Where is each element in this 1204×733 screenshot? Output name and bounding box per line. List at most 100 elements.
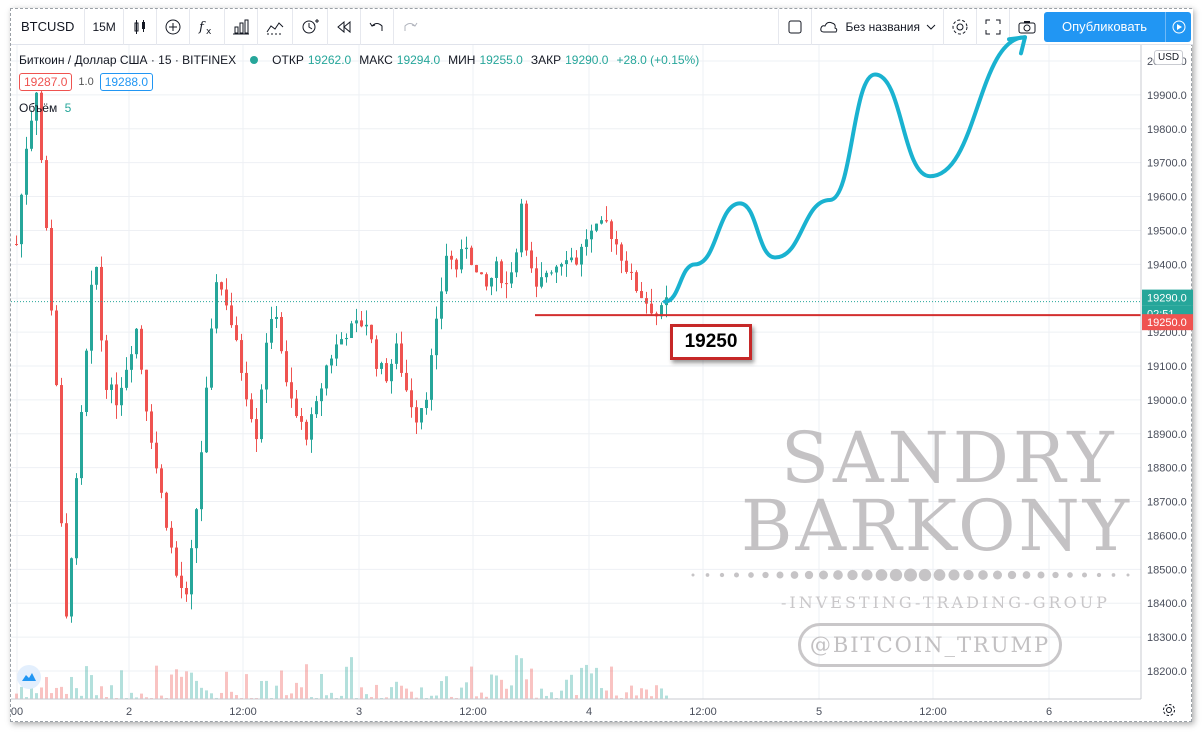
candle-body: [115, 384, 118, 406]
volume-bar: [290, 693, 293, 699]
volume-bar: [420, 687, 423, 699]
volume-bar: [465, 682, 468, 699]
fullscreen-icon[interactable]: [977, 8, 1010, 45]
volume-bar: [550, 692, 553, 699]
candle-body: [155, 442, 158, 469]
time-axis[interactable]: 00 2 12:00 3 12:00 4 12:00 5 12:00 6: [11, 698, 1141, 718]
volume-bar: [480, 692, 483, 699]
volume-bar: [650, 696, 653, 699]
candle-body: [295, 398, 298, 417]
candle-body: [370, 324, 373, 340]
candle-body: [410, 390, 413, 408]
snapshot-camera-icon[interactable]: [1010, 9, 1044, 45]
time-tick-label: 12:00: [459, 706, 487, 718]
scale-settings-gear-icon[interactable]: [1162, 703, 1176, 722]
volume-bar: [190, 672, 193, 699]
financials-icon[interactable]: [225, 8, 258, 45]
candle-body: [305, 421, 308, 440]
symbol-search[interactable]: BTCUSD: [11, 8, 86, 45]
watermark-dot: [804, 570, 814, 580]
price-chart[interactable]: 18200.0 18300.0 18400.0 18500.0 18600.0 18700…: [11, 9, 1193, 723]
candle-body: [415, 407, 418, 423]
volume-bar: [640, 688, 643, 699]
replay-icon[interactable]: [328, 8, 361, 45]
spread-value: 1.0: [78, 76, 94, 88]
volume-bar: [345, 666, 348, 699]
volume-bar: [110, 685, 113, 699]
volume-bar: [30, 685, 33, 699]
volume-bar: [445, 676, 448, 699]
candle-body: [60, 385, 63, 524]
volume-bar: [155, 665, 158, 699]
settings-gear-icon[interactable]: [944, 8, 977, 45]
buy-price-button[interactable]: 19288.0: [99, 73, 154, 91]
volume-bar: [645, 689, 648, 699]
layout-menu[interactable]: Без названия: [812, 8, 944, 45]
volume-bar: [275, 685, 278, 699]
legend-title[interactable]: Биткоин / Доллар США · 15 · BITFINEX: [19, 53, 237, 67]
volume-bar: [220, 692, 223, 699]
volume-bar: [225, 671, 228, 699]
volume-bar: [395, 681, 398, 699]
candle-body: [210, 328, 213, 388]
candle-body: [365, 324, 368, 327]
interval-selector[interactable]: 15M: [85, 8, 124, 45]
candle-body: [290, 382, 293, 399]
volume-bar: [175, 669, 178, 699]
price-tick-label: 18400.0: [1147, 598, 1187, 610]
sell-price-button[interactable]: 19287.0: [19, 73, 73, 91]
watermark-dot: [948, 569, 960, 581]
volume-bar: [635, 695, 638, 699]
time-tick-label: 00: [11, 706, 23, 718]
volume-bar: [195, 680, 198, 699]
watermark-dot: [861, 569, 873, 581]
volume-bar: [90, 675, 93, 699]
candle-body: [340, 339, 343, 345]
price-axis[interactable]: 18200.0 18300.0 18400.0 18500.0 18600.0 18700…: [1140, 45, 1187, 699]
fullscreen-square-icon[interactable]: [778, 8, 813, 45]
volume-bars: [15, 655, 668, 699]
candle-body: [585, 239, 588, 247]
watermark-dot: [963, 569, 974, 581]
low-value: 19255.0: [479, 53, 523, 67]
candle-body: [255, 419, 258, 440]
redo-icon[interactable]: [394, 9, 426, 45]
templates-icon[interactable]: [258, 8, 293, 45]
volume-bar: [590, 673, 593, 699]
candle-body: [95, 266, 98, 285]
alert-icon[interactable]: [293, 8, 328, 45]
currency-badge[interactable]: USD: [1154, 50, 1184, 65]
volume-bar: [85, 666, 88, 699]
chevron-down-icon: [926, 23, 936, 31]
volume-legend[interactable]: Объём 5: [19, 101, 71, 115]
time-tick-label: 12:00: [689, 706, 717, 718]
level-annotation-box[interactable]: 19250: [670, 324, 752, 360]
candle-body: [490, 277, 493, 287]
watermark-dot: [933, 569, 946, 581]
price-tick-label: 18700.0: [1147, 497, 1187, 509]
price-tick-label: 19000.0: [1147, 395, 1187, 407]
candle-body: [580, 246, 583, 265]
candle-style-icon[interactable]: [124, 8, 157, 45]
volume-bar: [230, 691, 233, 699]
compare-plus-icon[interactable]: [157, 8, 190, 45]
candle-body: [215, 282, 218, 329]
play-icon[interactable]: [1165, 11, 1191, 42]
volume-bar: [310, 697, 313, 699]
grid: [11, 45, 1141, 699]
candle-body: [310, 414, 313, 440]
candle-body: [435, 318, 438, 356]
candle-body: [85, 350, 88, 413]
projection-path: [663, 35, 1027, 304]
candle-body: [555, 266, 558, 273]
time-tick-label: 6: [1046, 706, 1052, 718]
volume-bar: [385, 697, 388, 699]
tradingview-logo-icon[interactable]: [17, 665, 41, 689]
publish-button[interactable]: Опубликовать: [1043, 11, 1165, 42]
volume-bar: [350, 657, 353, 699]
candle-body: [275, 316, 278, 319]
undo-icon[interactable]: [361, 8, 394, 45]
projection-arrow-head: [1007, 35, 1027, 56]
volume-bar: [575, 695, 578, 699]
